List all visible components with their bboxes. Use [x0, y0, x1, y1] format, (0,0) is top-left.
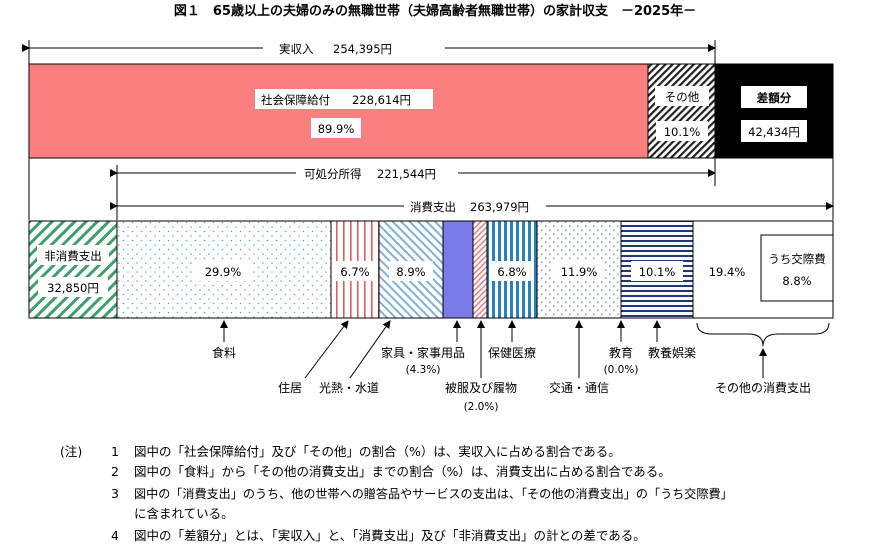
brace-other-consumption — [696, 322, 830, 347]
notes-head: (注) — [60, 444, 83, 459]
bar-income-other — [647, 63, 716, 159]
utilities-pct: 8.9% — [396, 265, 425, 279]
income-other-pct: 10.1% — [664, 125, 701, 139]
culture-pct-bg — [631, 261, 683, 281]
note-1-num: 1 — [111, 444, 119, 459]
disposable-value: 221,544円 — [377, 167, 436, 181]
social-security-label: 社会保障給付 — [261, 93, 330, 107]
arrow-utilities — [349, 320, 391, 379]
label-culture: 教養娯楽 — [648, 345, 696, 360]
label-medical: 保健医療 — [488, 346, 536, 360]
label-clothing: 被服及び履物 — [445, 381, 517, 395]
income-label: 実収入 — [279, 42, 314, 56]
bar-social-security — [28, 63, 649, 159]
disposable-label-bg — [296, 165, 458, 181]
income-other-label-bg — [655, 86, 709, 106]
income-label-bg — [263, 40, 445, 56]
social-security-pct-bg — [311, 118, 361, 138]
note-1-text: 図中の「社会保障給付」及び「その他」の割合（%）は、実収入に占める割合である。 — [134, 444, 621, 459]
income-total: 254,395円 — [333, 42, 392, 56]
surplus-value: 42,434円 — [748, 125, 800, 139]
note-4-num: 4 — [111, 528, 119, 543]
sub-item-pct: 8.8% — [782, 274, 811, 288]
label-furniture: 家具・家事用品 — [381, 345, 465, 360]
bar-clothing — [472, 220, 488, 319]
non-consumption-label-bg — [37, 245, 109, 265]
utilities-pct-bg — [389, 261, 433, 281]
arrow-housing — [304, 320, 349, 379]
note-2-text: 図中の「食料」から「その他の消費支出」までの割合（%）は、消費支出に占める割合で… — [134, 464, 671, 479]
income-other-label: その他 — [665, 90, 700, 104]
transport-pct-bg — [553, 261, 605, 281]
clothing-pct: (2.0%) — [464, 401, 499, 413]
label-food: 食料 — [212, 345, 236, 360]
disposable-label: 可処分所得 — [304, 167, 362, 181]
sub-item-label: うち交際費 — [768, 252, 826, 266]
social-security-value: 228,614円 — [352, 93, 411, 107]
non-consumption-value: 32,850円 — [47, 281, 99, 295]
housing-pct: 6.7% — [340, 265, 369, 279]
income-other-pct-bg — [656, 121, 708, 141]
culture-pct: 10.1% — [639, 265, 676, 279]
note-3-cont: に含まれている。 — [134, 506, 234, 521]
bar-non-consumption — [28, 220, 118, 319]
medical-pct: 6.8% — [497, 265, 526, 279]
label-transport: 交通・通信 — [549, 380, 609, 395]
education-pct: (0.0%) — [604, 364, 639, 376]
sub-item-box — [760, 234, 834, 302]
non-consumption-value-bg — [38, 277, 108, 297]
housing-pct-bg — [336, 261, 374, 281]
furniture-pct: (4.3%) — [406, 364, 441, 376]
medical-pct-bg — [492, 261, 532, 281]
figure-title: 図１ 65歳以上の夫婦のみの無職世帯（夫婦高齢者無職世帯）の家計収支 －2025… — [174, 3, 696, 19]
consumption-label-bg — [404, 198, 546, 214]
note-2-num: 2 — [111, 464, 119, 479]
transport-pct: 11.9% — [561, 265, 598, 279]
bar-furniture — [442, 220, 474, 319]
non-consumption-label: 非消費支出 — [44, 249, 102, 263]
social-security-pct: 89.9% — [318, 122, 355, 136]
note-4-text: 図中の「差額分」とは、「実収入」と、「消費支出」及び「非消費支出」の計との差であ… — [134, 528, 646, 543]
surplus-label: 差額分 — [757, 91, 792, 105]
label-other-consumption: その他の消費支出 — [715, 380, 811, 395]
label-education: 教育 — [609, 345, 633, 360]
label-housing: 住居 — [278, 381, 302, 395]
consumption-label: 消費支出 — [410, 200, 456, 214]
label-utilities: 光熱・水道 — [319, 381, 379, 395]
food-pct: 29.9% — [205, 265, 242, 279]
social-security-label-bg — [255, 89, 433, 109]
consumption-value: 263,979円 — [470, 200, 529, 214]
bar-surplus — [714, 63, 834, 159]
note-3-text: 図中の「消費支出」のうち、他の世帯への贈答品やサービスの支出は、「その他の消費支… — [134, 487, 733, 501]
note-3-num: 3 — [111, 486, 119, 501]
surplus-label-bg — [741, 86, 807, 108]
surplus-value-bg — [741, 120, 807, 142]
other-consumption-pct: 19.4% — [709, 265, 746, 279]
food-pct-bg — [195, 261, 251, 281]
